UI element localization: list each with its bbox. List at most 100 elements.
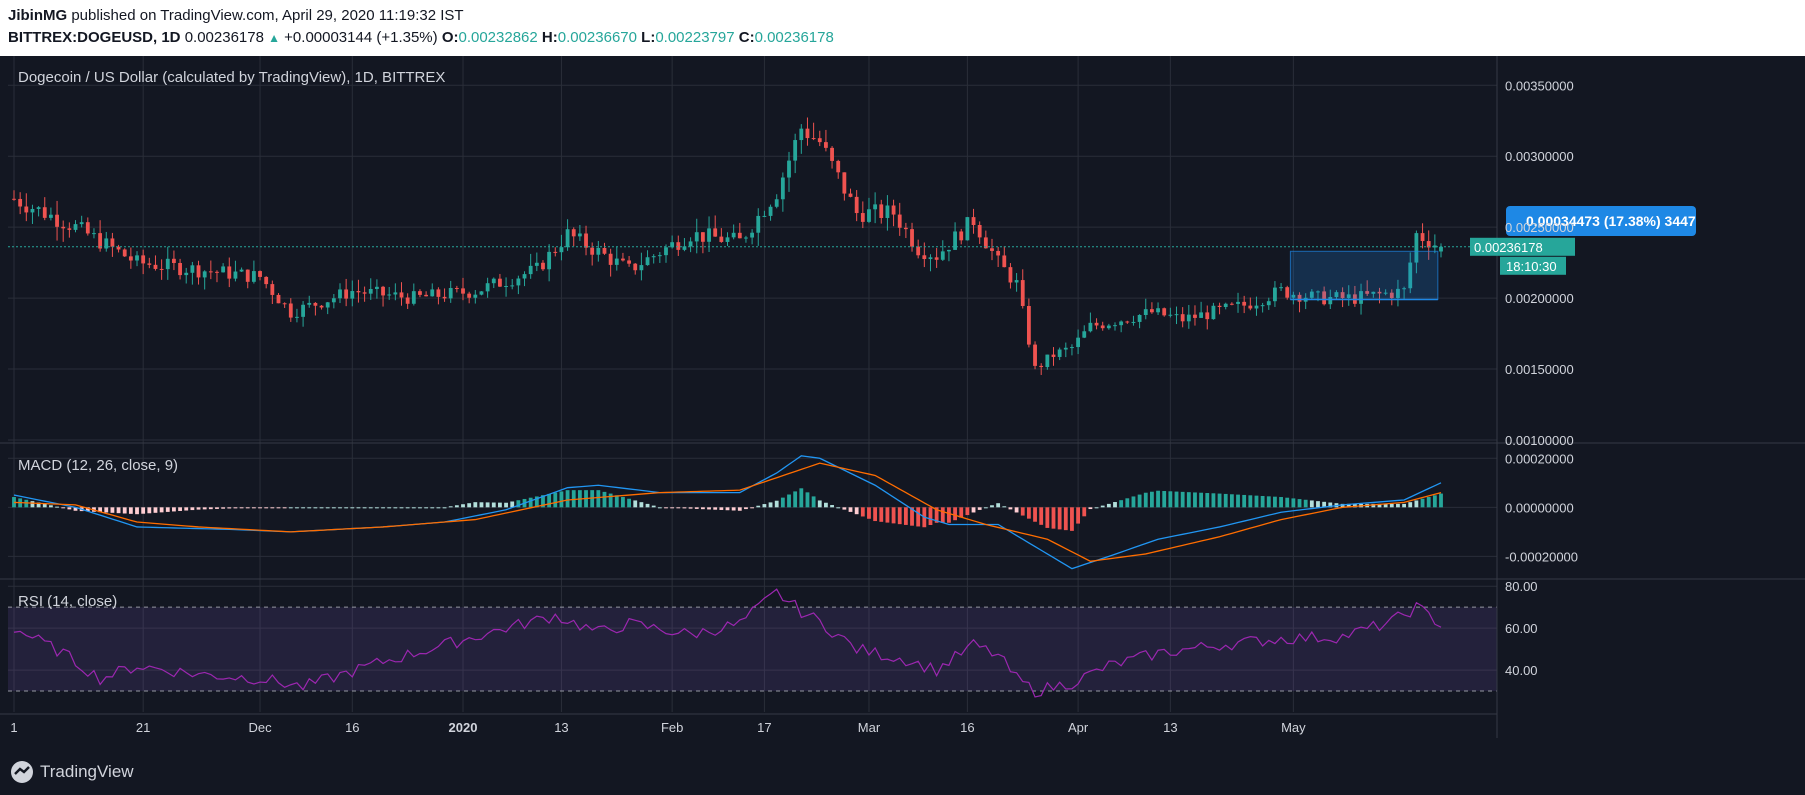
candle-body [602,247,607,254]
macd-bar [196,507,201,510]
candle-body [1180,314,1185,322]
macd-bar [338,507,342,509]
macd-bar [953,507,957,521]
candle-body [12,198,16,200]
candle-body [633,263,638,271]
macd-bar [405,507,410,509]
candle-body [1223,303,1228,308]
macd-bar [541,495,545,508]
candle-body [559,247,564,253]
candle-body [1113,325,1117,327]
time-axis[interactable]: 1 21 Dec 16 2020 13 Feb 17 Mar 16 Apr 13 May [10,720,1306,735]
candle-body [1365,291,1370,294]
price-pane[interactable]: 0.00034473 (17.38%) 3447 Dogecoin / US D… [8,69,1696,375]
macd-bar [295,507,299,509]
candle-body [215,271,219,273]
macd-bar [1217,493,1222,508]
macd-bar [98,507,103,513]
macd-bar [651,505,656,508]
candle-body [418,291,422,295]
candle-body [233,271,238,279]
candle-body [498,278,502,287]
macd-bar [1186,492,1191,508]
chart-canvas[interactable]: 0.00034473 (17.38%) 3447 Dogecoin / US D… [0,0,1805,750]
candle-body [1291,294,1296,298]
candle-body [350,291,355,299]
candle-body [1094,322,1099,326]
macd-bar [547,493,552,508]
candle-body [55,214,59,227]
candle-body [621,258,625,261]
macd-bar [639,502,644,508]
macd-bar [534,496,539,508]
macd-bar [1377,503,1382,508]
axis-tick-label: 2020 [449,720,478,735]
candle-body [971,217,976,226]
candle-body [645,257,650,266]
countdown-tag: 18:10:30 [1500,256,1566,275]
candle-body [399,292,404,298]
macd-bar [1180,491,1185,508]
candle-body [313,302,318,306]
macd-bar [965,507,970,516]
candle-body [657,255,662,257]
last-price-label: 0.00236178 [1474,240,1543,255]
macd-bar [110,507,115,513]
axis-tick-label: Feb [661,720,683,735]
macd-bar [504,502,508,508]
candle-body [830,147,834,161]
macd-bar [1266,496,1271,508]
macd-bar [928,507,933,526]
macd-bar [1389,503,1394,508]
macd-bar [178,507,182,511]
macd-bar [12,497,16,508]
macd-bar [116,507,121,514]
brand-logo[interactable]: TradingView [10,760,134,784]
macd-bar [61,507,66,509]
macd-bar [344,507,349,509]
macd-bar [621,497,625,508]
price-axis[interactable]: 0.00350000 0.00300000 0.00250000 0.00200000… [1505,78,1578,678]
candle-body [1045,354,1050,368]
publisher-name[interactable]: JibinMG [8,7,68,24]
macd-bar [971,507,976,513]
axis-tick-label: 0.00350000 [1505,78,1574,93]
candle-body [491,278,496,284]
measure-tool[interactable]: 0.00034473 (17.38%) 3447 [1289,206,1696,301]
candle-body [448,287,453,299]
candle-body [762,215,767,217]
macd-bar [159,507,164,513]
axis-tick-label: 16 [960,720,974,735]
candle-body [1100,325,1105,329]
rsi-pane[interactable]: RSI (14, close) [8,588,1497,698]
candle-body [1217,305,1222,308]
candle-body [264,276,269,285]
candle-body [719,236,724,242]
candle-body [867,209,871,222]
macd-pane[interactable]: MACD (12, 26, close, 9) [12,455,1443,570]
high-label: H: [541,29,558,46]
macd-bar [1291,498,1296,508]
last-price: 0.00236178 [184,29,264,46]
candle-body [1359,291,1363,304]
candle-body [824,142,828,148]
candle-body [1383,292,1388,294]
candle-body [596,247,601,255]
candle-body [1131,321,1136,323]
candle-body [1408,262,1413,289]
candle-body [307,302,312,305]
macd-bar [1303,499,1308,508]
macd-bar [817,500,822,508]
macd-bar [1057,507,1062,530]
macd-bar [824,502,828,508]
candle-body [1033,344,1037,366]
macd-bar [1156,490,1160,508]
brand-name: TradingView [40,762,134,781]
macd-bar [319,507,324,509]
macd-bar [664,507,668,509]
macd-bar [1279,497,1283,508]
macd-bar [510,501,515,508]
candle-body [387,294,392,296]
macd-bar [1420,498,1425,508]
candle-body [651,256,656,258]
